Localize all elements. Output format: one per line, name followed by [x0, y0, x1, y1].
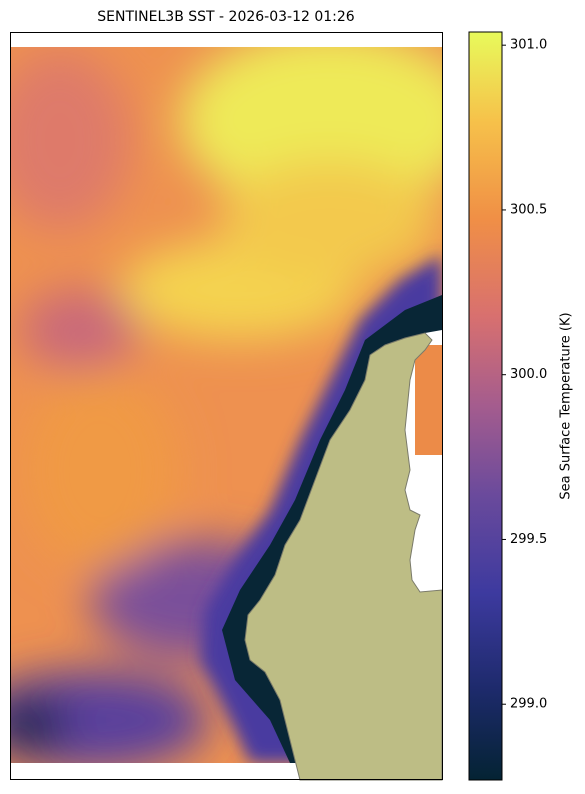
- colorbar-tick-label: 299.0: [510, 697, 547, 712]
- colorbar-scale: [468, 31, 503, 781]
- colorbar-tick-label: 299.5: [510, 532, 547, 547]
- colorbar-label: Sea Surface Temperature (K): [559, 312, 574, 499]
- colorbar-tick-label: 300.5: [510, 202, 547, 217]
- land: [244, 332, 443, 781]
- map-frame: [10, 32, 443, 780]
- colorbar: 299.0 299.5 300.0 300.5 301.0 Sea Surface Tem…: [468, 31, 574, 781]
- title: SENTINEL3B SST - 2026-03-12 01:26: [97, 9, 354, 25]
- colorbar-tick-label: 300.0: [510, 367, 547, 382]
- colorbar-tick-label: 301.0: [510, 38, 547, 53]
